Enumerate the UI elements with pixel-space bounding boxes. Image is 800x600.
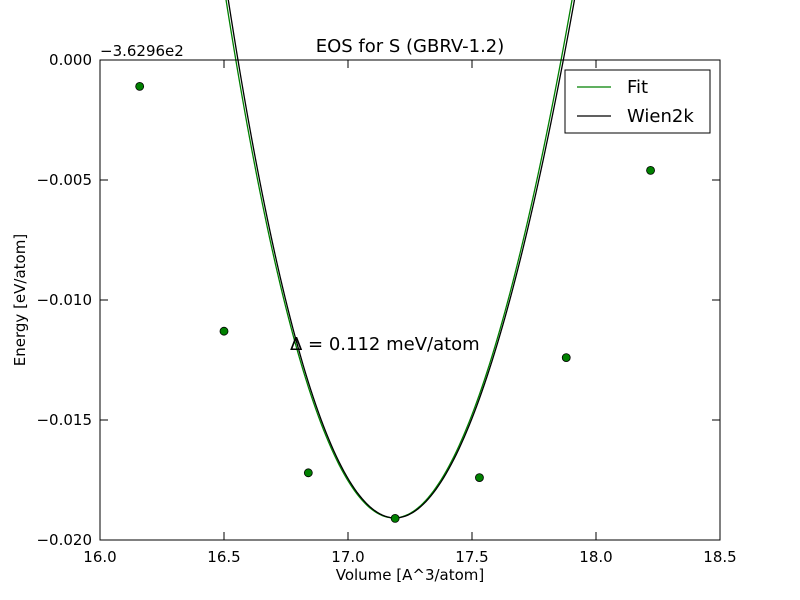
delta-annotation: Δ = 0.112 meV/atom — [290, 334, 480, 355]
data-point — [390, 514, 400, 523]
x-axis-ticks: 16.0 16.5 17.0 17.5 18.0 18.5 — [83, 60, 737, 566]
legend-wien2k-label: Wien2k — [627, 106, 694, 127]
y-offset-label: −3.6296e2 — [100, 42, 184, 60]
x-tick-label: 17.0 — [331, 548, 364, 566]
data-point — [646, 165, 655, 175]
x-tick-label: 16.5 — [207, 548, 240, 566]
y-tick-label: −0.020 — [36, 531, 92, 549]
y-tick-label: −0.005 — [36, 171, 92, 189]
data-point — [303, 468, 313, 478]
legend: Fit Wien2k — [564, 69, 711, 134]
y-tick-label: −0.015 — [36, 411, 92, 429]
points-layer — [135, 82, 655, 523]
x-axis-title: Volume [A^3/atom] — [336, 566, 485, 584]
plot-area — [100, 60, 720, 540]
data-point — [475, 473, 484, 483]
legend-fit-label: Fit — [627, 77, 648, 98]
x-tick-label: 16.0 — [83, 548, 116, 566]
data-point — [135, 82, 145, 91]
data-point — [561, 353, 571, 363]
y-axis-title: Energy [eV/atom] — [11, 234, 29, 366]
chart-title: EOS for S (GBRV-1.2) — [316, 36, 505, 57]
y-axis-ticks: 0.000 −0.005 −0.010 −0.015 −0.020 — [36, 51, 720, 549]
x-tick-label: 17.5 — [455, 548, 488, 566]
legend-box — [564, 69, 711, 134]
y-tick-label: −0.010 — [36, 291, 92, 309]
x-tick-label: 18.0 — [579, 548, 612, 566]
x-tick-label: 18.5 — [703, 548, 736, 566]
y-tick-label: 0.000 — [49, 51, 92, 69]
data-point — [219, 326, 229, 336]
